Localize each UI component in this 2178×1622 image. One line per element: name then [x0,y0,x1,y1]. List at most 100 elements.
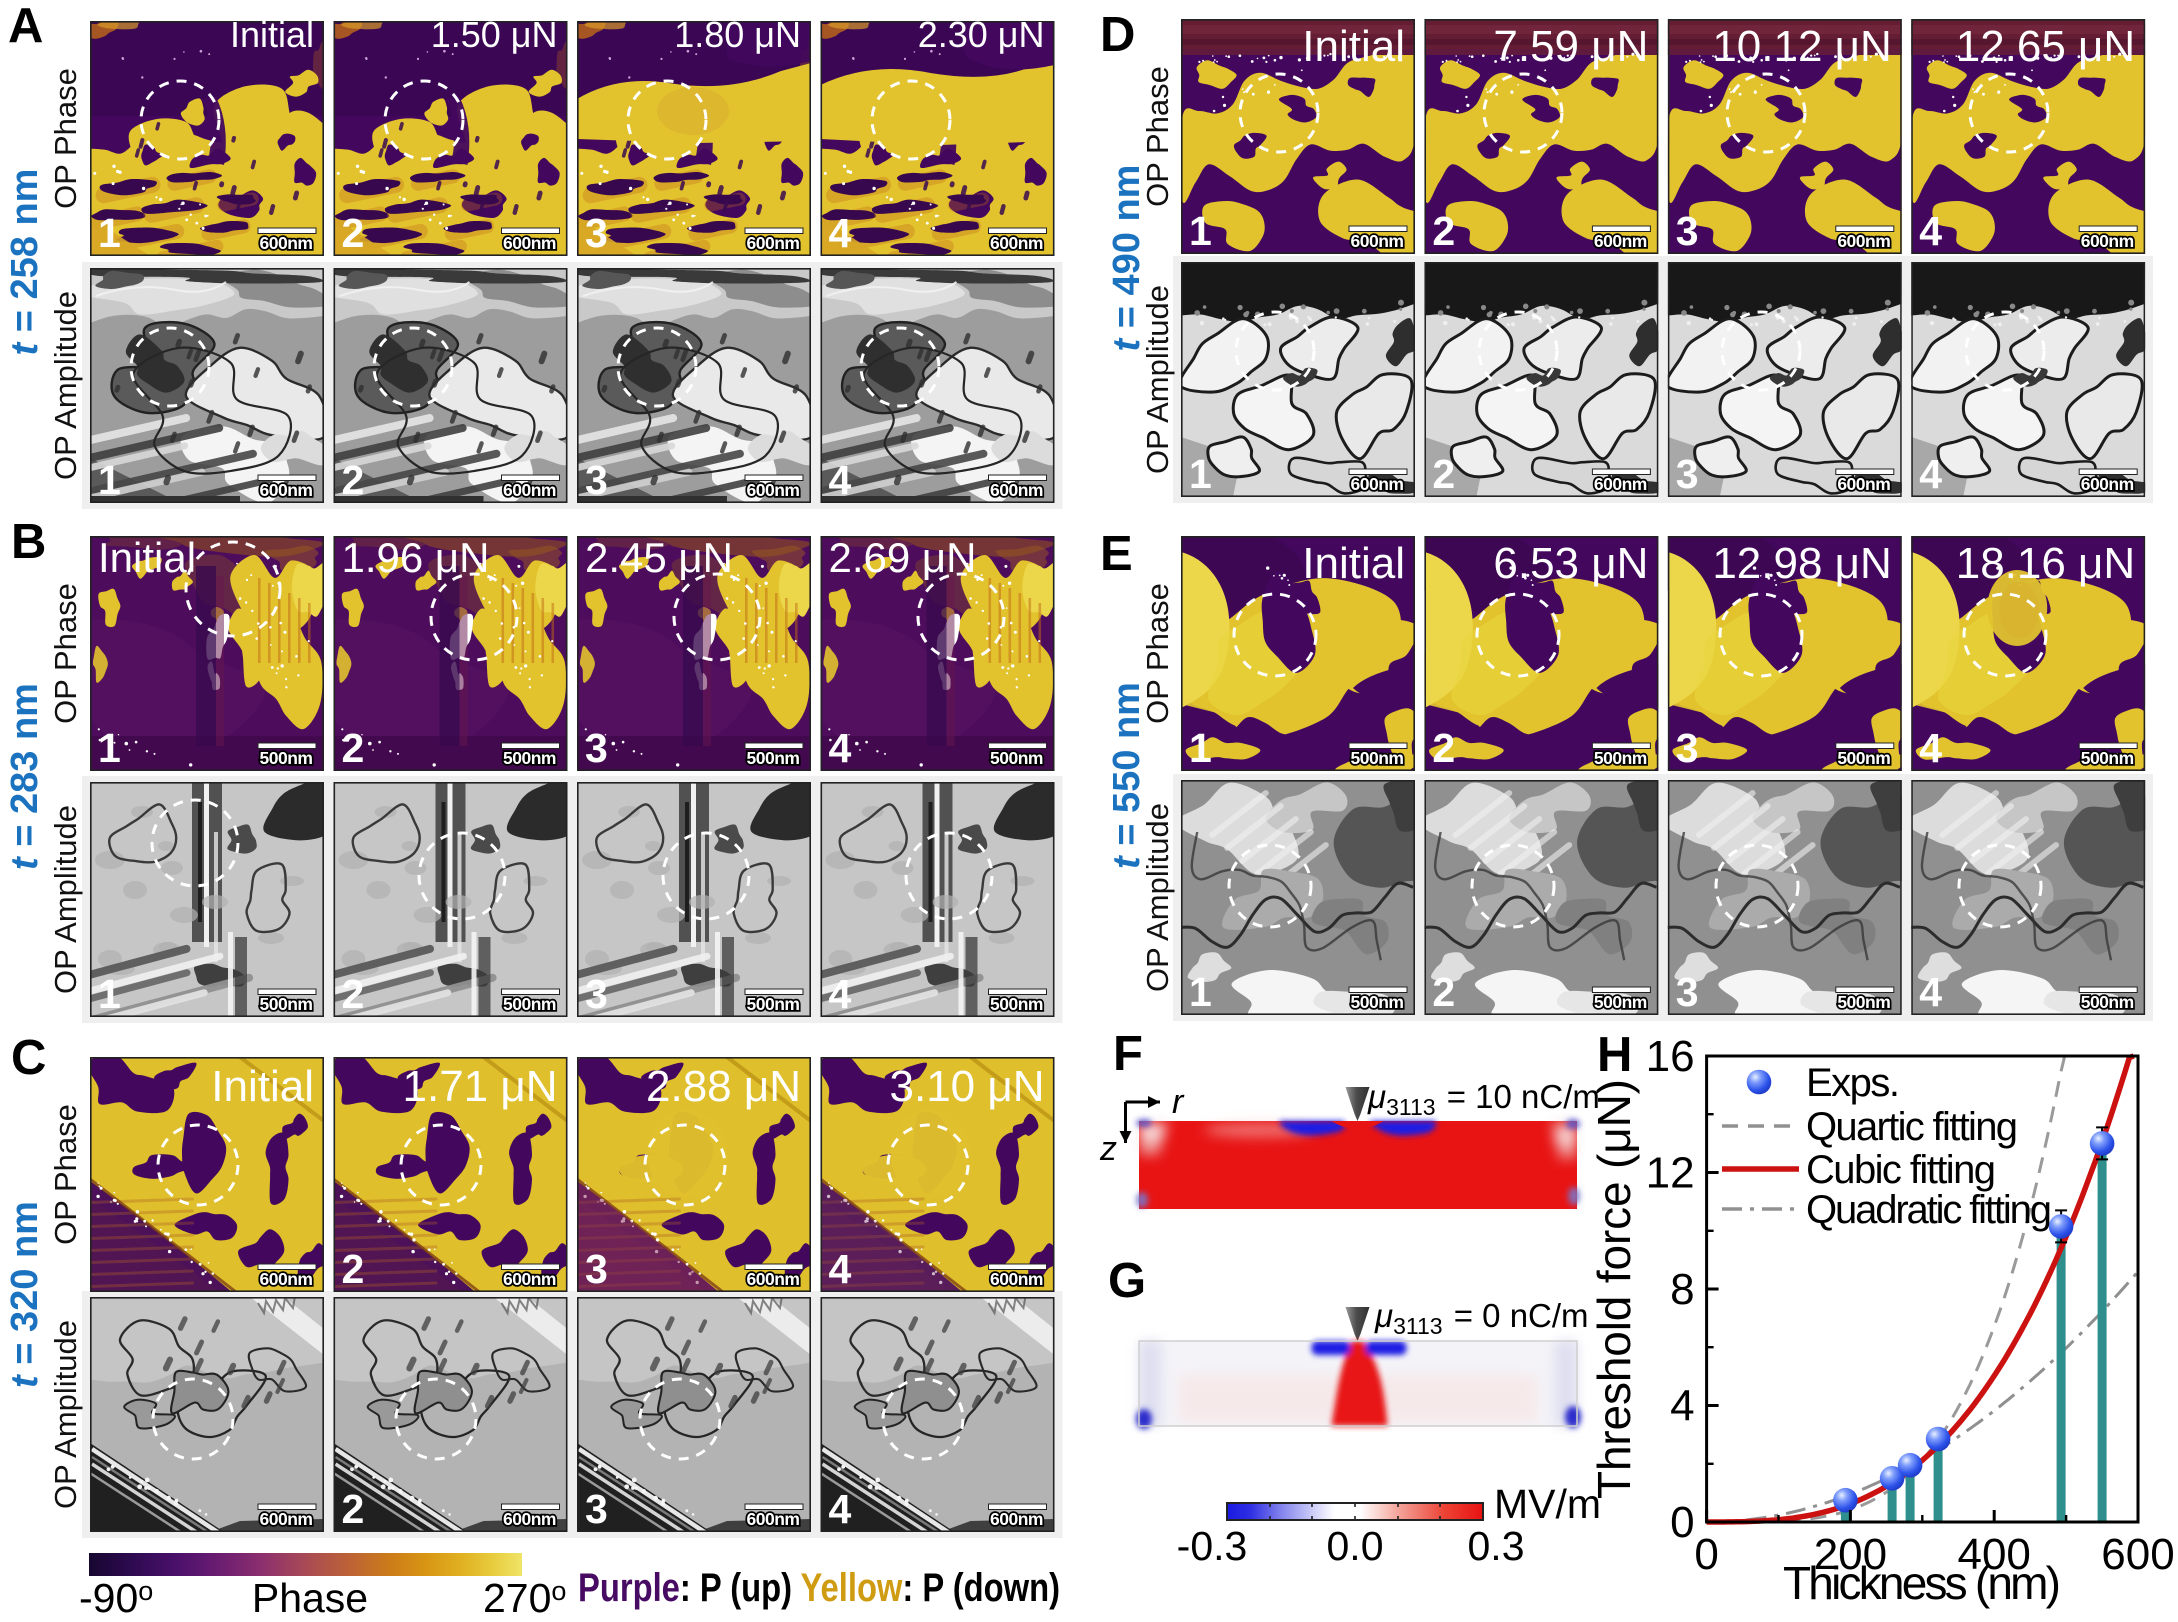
svg-text:1.96 μN: 1.96 μN [342,534,490,581]
svg-text:G: G [1108,1254,1146,1308]
svg-text:500nm: 500nm [2081,748,2134,768]
svg-text:500nm: 500nm [1837,992,1890,1012]
svg-text:600nm: 600nm [2081,474,2134,494]
svg-text:500nm: 500nm [990,994,1043,1014]
svg-text:4: 4 [829,1486,852,1532]
svg-text:600nm: 600nm [747,233,800,253]
svg-text:500nm: 500nm [1594,992,1647,1012]
svg-text:500nm: 500nm [747,994,800,1014]
svg-text:r: r [1172,1083,1185,1121]
svg-text:Exps.: Exps. [1806,1061,1900,1105]
svg-text:500nm: 500nm [2081,992,2134,1012]
svg-text:OP Phase: OP Phase [1140,583,1175,724]
svg-text:3: 3 [585,457,608,503]
svg-text:Thickness (nm): Thickness (nm) [1783,1557,2061,1609]
svg-text:500nm: 500nm [1351,992,1404,1012]
svg-text:D: D [1100,8,1135,62]
svg-text:Purple: P (up) Yellow: P (down: Purple: P (up) Yellow: P (down) [578,1566,1060,1610]
svg-text:1.50 μN: 1.50 μN [431,14,558,55]
svg-text:Phase: Phase [252,1575,368,1621]
svg-text:600nm: 600nm [1837,231,1890,251]
svg-text:2: 2 [1432,725,1455,771]
svg-text:1: 1 [98,210,121,256]
svg-text:4: 4 [829,971,852,1017]
svg-text:Initial: Initial [211,1062,314,1111]
svg-text:7.59 μN: 7.59 μN [1493,22,1648,71]
svg-text:600nm: 600nm [1594,474,1647,494]
svg-text:600nm: 600nm [747,1269,800,1289]
svg-text:500nm: 500nm [747,748,800,768]
svg-text:OP Phase: OP Phase [48,1104,83,1245]
svg-text:OP Amplitude: OP Amplitude [48,805,83,994]
svg-text:2: 2 [342,210,365,256]
svg-text:1: 1 [1189,725,1212,771]
svg-text:4: 4 [829,457,852,503]
svg-text:B: B [11,515,46,569]
svg-text:600nm: 600nm [260,1269,313,1289]
svg-text:1: 1 [1189,208,1212,254]
svg-text:3: 3 [585,210,608,256]
svg-text:Initial: Initial [1302,539,1405,588]
svg-text:600nm: 600nm [503,480,556,500]
svg-text:500nm: 500nm [503,994,556,1014]
svg-text:600nm: 600nm [990,480,1043,500]
svg-text:3: 3 [1676,969,1699,1015]
svg-text:600nm: 600nm [747,1509,800,1529]
svg-text:4: 4 [829,725,852,771]
svg-text:Threshold force (μN): Threshold force (μN) [1588,1079,1640,1499]
svg-text:Initial: Initial [230,14,314,55]
svg-text:Cubic fitting: Cubic fitting [1806,1148,1996,1192]
svg-text:200: 200 [1814,1530,1887,1579]
svg-text:μ3113 = 10 nC/m: μ3113 = 10 nC/m [1367,1078,1600,1120]
svg-text:3: 3 [585,1486,608,1532]
svg-text:1: 1 [1189,969,1212,1015]
svg-text:600nm: 600nm [990,233,1043,253]
svg-text:600nm: 600nm [1837,474,1890,494]
svg-text:3: 3 [585,971,608,1017]
svg-text:400: 400 [1957,1530,2030,1579]
svg-text:2: 2 [342,971,365,1017]
svg-text:600nm: 600nm [260,1509,313,1529]
svg-text:2.45 μN: 2.45 μN [585,534,733,581]
svg-text:OP Amplitude: OP Amplitude [48,1320,83,1509]
svg-text:500nm: 500nm [503,748,556,768]
svg-text:600nm: 600nm [503,1269,556,1289]
svg-text:1.80 μN: 1.80 μN [674,14,801,55]
svg-text:OP Phase: OP Phase [48,583,83,724]
svg-text:600nm: 600nm [503,1509,556,1529]
svg-text:500nm: 500nm [1837,748,1890,768]
svg-text:2: 2 [342,457,365,503]
svg-text:OP Amplitude: OP Amplitude [48,291,83,480]
svg-text:6.53 μN: 6.53 μN [1493,539,1648,588]
svg-text:1: 1 [98,457,121,503]
svg-text:500nm: 500nm [1351,748,1404,768]
svg-text:500nm: 500nm [990,748,1043,768]
svg-text:500nm: 500nm [260,994,313,1014]
svg-text:OP Phase: OP Phase [1140,66,1175,207]
svg-text:600nm: 600nm [260,233,313,253]
svg-text:600nm: 600nm [1351,231,1404,251]
svg-text:4: 4 [829,210,852,256]
svg-text:16: 16 [1646,1032,1695,1081]
svg-text:Initial: Initial [98,534,196,581]
svg-text:t = 490 nm: t = 490 nm [1106,165,1148,352]
svg-text:3: 3 [1676,451,1699,497]
svg-text:3.10 μN: 3.10 μN [890,1062,1045,1111]
svg-text:t = 320 nm: t = 320 nm [4,1201,46,1388]
svg-text:A: A [8,0,43,53]
svg-text:1: 1 [98,971,121,1017]
svg-text:E: E [1100,527,1133,581]
svg-text:2.30 μN: 2.30 μN [918,14,1045,55]
svg-text:12: 12 [1646,1149,1695,1198]
svg-text:12.98 μN: 12.98 μN [1712,539,1891,588]
svg-text:600nm: 600nm [1351,474,1404,494]
svg-text:OP Amplitude: OP Amplitude [1140,285,1175,474]
svg-text:4: 4 [1919,451,1942,497]
svg-text:600nm: 600nm [990,1269,1043,1289]
svg-text:2: 2 [1432,969,1455,1015]
svg-text:1.71 μN: 1.71 μN [403,1062,558,1111]
svg-text:600: 600 [2101,1530,2174,1579]
svg-text:0: 0 [1694,1530,1718,1579]
svg-text:C: C [11,1031,46,1085]
svg-text:4: 4 [829,1246,852,1292]
